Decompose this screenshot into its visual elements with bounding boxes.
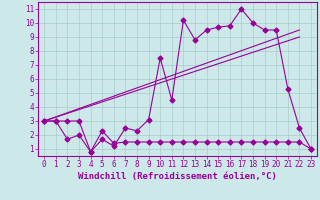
- X-axis label: Windchill (Refroidissement éolien,°C): Windchill (Refroidissement éolien,°C): [78, 172, 277, 181]
